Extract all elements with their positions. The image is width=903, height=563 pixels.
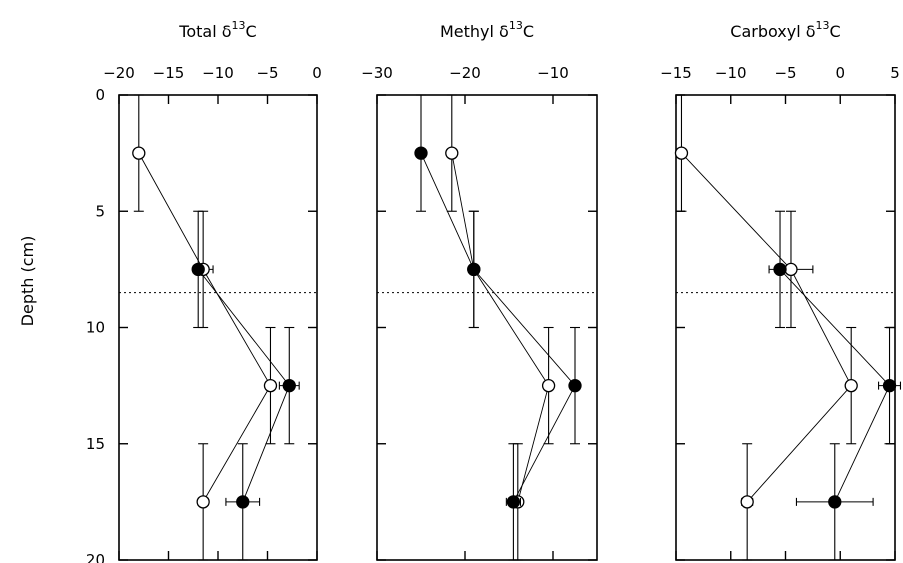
y-tick-label: 10 [86, 319, 105, 337]
data-point [263, 378, 278, 393]
x-tick-label: 0 [835, 64, 845, 82]
data-point [467, 262, 481, 277]
data-point [282, 378, 296, 393]
data-point [568, 378, 582, 393]
y-tick-label: 0 [95, 86, 105, 104]
x-tick-label: −10 [202, 64, 234, 82]
x-tick-label: −5 [256, 64, 278, 82]
data-point [191, 262, 205, 277]
data-point [882, 378, 897, 393]
x-tick-label: −5 [774, 64, 796, 82]
y-axis-label: Depth (cm) [18, 236, 37, 327]
x-tick-label: −20 [103, 64, 135, 82]
x-tick-label: 5 [890, 64, 900, 82]
x-tick-label: −30 [361, 64, 393, 82]
series-open [132, 94, 278, 561]
data-point [414, 146, 428, 160]
series-filled [414, 94, 582, 561]
panel-frame [675, 94, 896, 561]
x-tick-label: −10 [715, 64, 747, 82]
data-point [541, 378, 556, 393]
data-point [828, 495, 842, 509]
data-point [844, 378, 858, 393]
data-point [506, 495, 521, 509]
panel-title: Methyl δ13C [440, 19, 534, 41]
chart-panels: Total δ13C −20 −15 −10 −5 0 0 5 10 15 20 Methyl δ13… [86, 19, 902, 563]
series-line [681, 152, 852, 503]
data-point [784, 262, 798, 277]
data-point [740, 495, 754, 509]
x-tick-label: 0 [312, 64, 322, 82]
panel-3: Carboxyl δ13C −15 −10 −5 0 5 [660, 19, 902, 561]
y-tick-label: 20 [86, 551, 105, 563]
y-tick-label: 5 [95, 202, 105, 220]
series-open [674, 94, 858, 561]
x-tick-label: −15 [660, 64, 692, 82]
series-filled [773, 210, 902, 561]
data-point [132, 146, 146, 160]
data-point [445, 146, 459, 160]
panel-frame [376, 94, 598, 561]
series-line [138, 152, 272, 503]
data-point [773, 262, 787, 277]
data-point [196, 495, 210, 509]
y-tick-label: 15 [86, 435, 105, 453]
data-point [674, 146, 689, 160]
panel-title: Carboxyl δ13C [730, 19, 840, 41]
panel-2: Methyl δ13C −30 −20 −10 [361, 19, 598, 561]
series-filled [191, 210, 300, 561]
x-tick-label: −15 [153, 64, 185, 82]
data-point [236, 495, 250, 509]
series-open [445, 94, 556, 561]
x-tick-label: −10 [537, 64, 569, 82]
panel-1: Total δ13C −20 −15 −10 −5 0 0 5 10 15 20 [86, 19, 322, 563]
series-line [420, 152, 576, 503]
x-tick-label: −20 [449, 64, 481, 82]
panel-title: Total δ13C [178, 19, 256, 41]
series-line [451, 153, 550, 503]
